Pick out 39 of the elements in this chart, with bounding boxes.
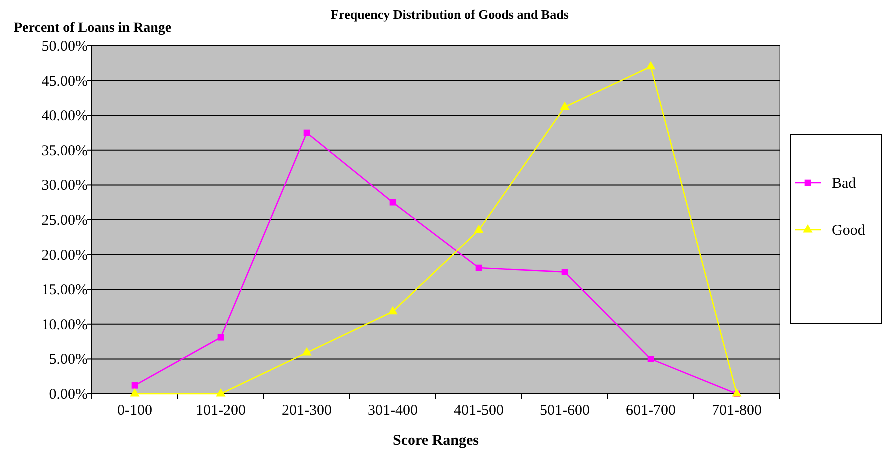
y-tick-label: 20.00% [42,248,88,264]
point [562,269,568,276]
y-tick-label: 40.00% [42,108,88,125]
x-axis-title: Score Ranges [393,433,480,449]
point [560,102,570,110]
x-tick-label: 301-400 [368,403,418,419]
point [474,224,484,234]
x-tick-label: 401-500 [454,403,504,419]
y-tick-label: 5.00% [49,352,88,368]
legend-label: Bad [832,176,857,192]
point [130,388,140,397]
chart-title: Frequency Distribution of Goods and Bads [331,7,569,22]
x-tick-label: 501-600 [540,403,590,419]
legend-label: Good [832,223,866,239]
y-tick-label: 45.00% [42,74,88,90]
y-tick-label: 25.00% [42,213,88,229]
point [388,306,398,315]
x-tick-label: 0-100 [118,403,152,419]
point [218,334,224,341]
x-tick-label: 201-300 [282,403,332,419]
x-tick-label: 701-800 [712,403,762,419]
y-axis-title: Percent of Loans in Range [14,21,172,36]
point [390,199,396,206]
y-tick-label: 30.00% [42,178,88,194]
y-tick-label: 10.00% [42,317,88,334]
y-tick-label: 15.00% [42,282,88,299]
x-tick-label: 101-200 [196,403,246,419]
y-tick-label: 35.00% [42,143,88,160]
point [476,264,482,272]
x-tick-label: 601-700 [626,403,676,419]
y-tick-label: 50.00% [42,39,88,55]
point [646,61,656,70]
point [304,130,310,136]
y-tick-label: 0.00% [49,387,88,403]
point [732,388,742,397]
point [216,388,226,397]
point [302,347,312,356]
point [132,382,138,389]
point [648,356,654,362]
